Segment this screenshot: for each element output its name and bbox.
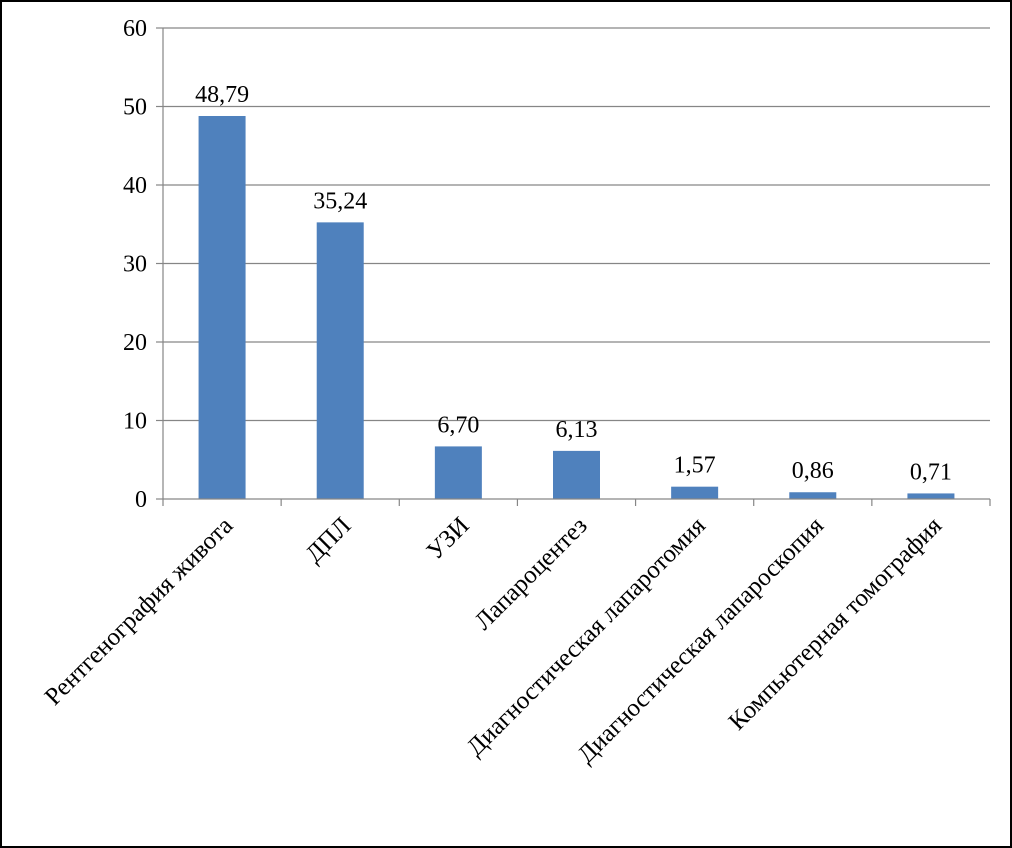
gridlines — [163, 27, 990, 422]
y-tick-label: 10 — [123, 409, 147, 435]
category-label: Диагностическая лапаротомия — [462, 512, 712, 762]
data-label: 0,71 — [910, 459, 952, 485]
bar — [671, 486, 719, 499]
bar — [907, 493, 955, 499]
data-label: 48,79 — [195, 82, 249, 108]
category-label: Компьютерная томография — [724, 512, 948, 736]
y-tick-label: 50 — [123, 95, 147, 121]
axes — [162, 28, 991, 506]
y-tick-label: 0 — [135, 487, 147, 513]
data-label: 35,24 — [313, 188, 367, 214]
y-axis-tick-labels: 0 10 20 30 40 50 60 — [123, 16, 163, 513]
bar — [789, 492, 837, 499]
y-tick-label: 30 — [123, 252, 147, 278]
category-label: ДПЛ — [301, 512, 357, 568]
y-tick-label: 20 — [123, 330, 147, 356]
data-label: 1,57 — [674, 453, 716, 479]
y-tick-label: 40 — [123, 173, 147, 199]
category-label: Диагностическая лапароскопия — [573, 512, 830, 769]
data-label: 6,13 — [556, 417, 598, 443]
y-tick-label: 60 — [123, 16, 147, 42]
bar — [198, 115, 246, 499]
bars — [198, 115, 955, 499]
data-labels: 48,79 35,24 6,70 6,13 1,57 0,86 0,71 — [195, 82, 952, 485]
bar — [316, 222, 364, 499]
category-label: Рентгенография живота — [40, 512, 239, 711]
bar — [553, 450, 600, 499]
category-label: УЗИ — [422, 512, 475, 565]
data-label: 0,86 — [792, 458, 834, 484]
category-labels: Рентгенография живота ДПЛ УЗИЛапароцентезД… — [40, 512, 948, 769]
category-label: Лапароцентез — [470, 512, 593, 635]
data-label: 6,70 — [437, 412, 479, 438]
bar — [434, 446, 482, 499]
